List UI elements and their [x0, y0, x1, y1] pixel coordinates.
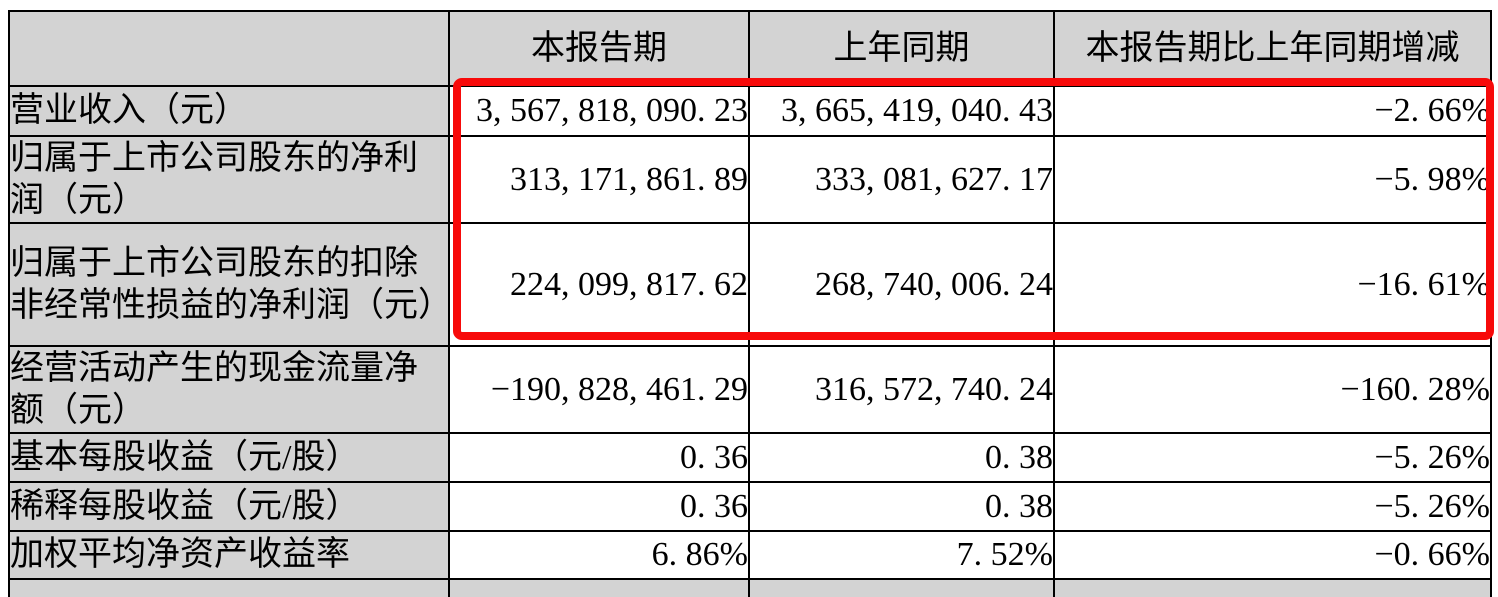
row-label-operating-cash-flow: 经营活动产生的现金流量净额（元）	[8, 345, 450, 434]
row-label-revenue: 营业收入（元）	[8, 85, 450, 137]
row-label-basic-eps: 基本每股收益（元/股）	[8, 432, 450, 483]
table-row: 基本每股收益（元/股） 0. 36 0. 38 −5. 26%	[8, 432, 1492, 483]
partial-row-cell	[448, 578, 750, 597]
partial-row-cell	[748, 578, 1055, 597]
prior-period-cell: 0. 38	[748, 432, 1055, 483]
current-period-cell: 0. 36	[448, 432, 750, 483]
header-change: 本报告期比上年同期增减	[1053, 10, 1492, 87]
change-cell: −5. 26%	[1053, 432, 1492, 483]
current-period-cell: 313, 171, 861. 89	[448, 135, 750, 224]
table-row: 营业收入（元） 3, 567, 818, 090. 23 3, 665, 419…	[8, 85, 1492, 137]
current-period-cell: 6. 86%	[448, 530, 750, 580]
table-row: 归属于上市公司股东的净利润（元） 313, 171, 861. 89 333, …	[8, 135, 1492, 224]
prior-period-cell: 7. 52%	[748, 530, 1055, 580]
row-label-net-profit-excl-nonrecurring: 归属于上市公司股东的扣除非经常性损益的净利润（元）	[8, 222, 450, 347]
current-period-cell: −190, 828, 461. 29	[448, 345, 750, 434]
table-row: 经营活动产生的现金流量净额（元） −190, 828, 461. 29 316,…	[8, 345, 1492, 434]
row-label-net-profit: 归属于上市公司股东的净利润（元）	[8, 135, 450, 224]
partial-row-cell	[8, 578, 450, 597]
table-header-row: 本报告期 上年同期 本报告期比上年同期增减	[8, 10, 1492, 87]
change-cell: −5. 26%	[1053, 481, 1492, 532]
prior-period-cell: 0. 38	[748, 481, 1055, 532]
current-period-cell: 3, 567, 818, 090. 23	[448, 85, 750, 137]
row-label-weighted-avg-roe: 加权平均净资产收益率	[8, 530, 450, 580]
current-period-cell: 224, 099, 817. 62	[448, 222, 750, 347]
prior-period-cell: 333, 081, 627. 17	[748, 135, 1055, 224]
row-label-diluted-eps: 稀释每股收益（元/股）	[8, 481, 450, 532]
table-row: 归属于上市公司股东的扣除非经常性损益的净利润（元） 224, 099, 817.…	[8, 222, 1492, 347]
prior-period-cell: 316, 572, 740. 24	[748, 345, 1055, 434]
current-period-cell: 0. 36	[448, 481, 750, 532]
header-empty-cell	[8, 10, 450, 87]
table-row: 加权平均净资产收益率 6. 86% 7. 52% −0. 66%	[8, 530, 1492, 580]
change-cell: −160. 28%	[1053, 345, 1492, 434]
table-row-partial	[8, 578, 1492, 597]
change-cell: −5. 98%	[1053, 135, 1492, 224]
partial-row-cell	[1053, 578, 1492, 597]
change-cell: −16. 61%	[1053, 222, 1492, 347]
change-cell: −0. 66%	[1053, 530, 1492, 580]
header-current-period: 本报告期	[448, 10, 750, 87]
table-row: 稀释每股收益（元/股） 0. 36 0. 38 −5. 26%	[8, 481, 1492, 532]
prior-period-cell: 3, 665, 419, 040. 43	[748, 85, 1055, 137]
prior-period-cell: 268, 740, 006. 24	[748, 222, 1055, 347]
key-financials-table: 本报告期 上年同期 本报告期比上年同期增减 营业收入（元） 3, 567, 81…	[8, 10, 1492, 597]
change-cell: −2. 66%	[1053, 85, 1492, 137]
header-prior-period: 上年同期	[748, 10, 1055, 87]
